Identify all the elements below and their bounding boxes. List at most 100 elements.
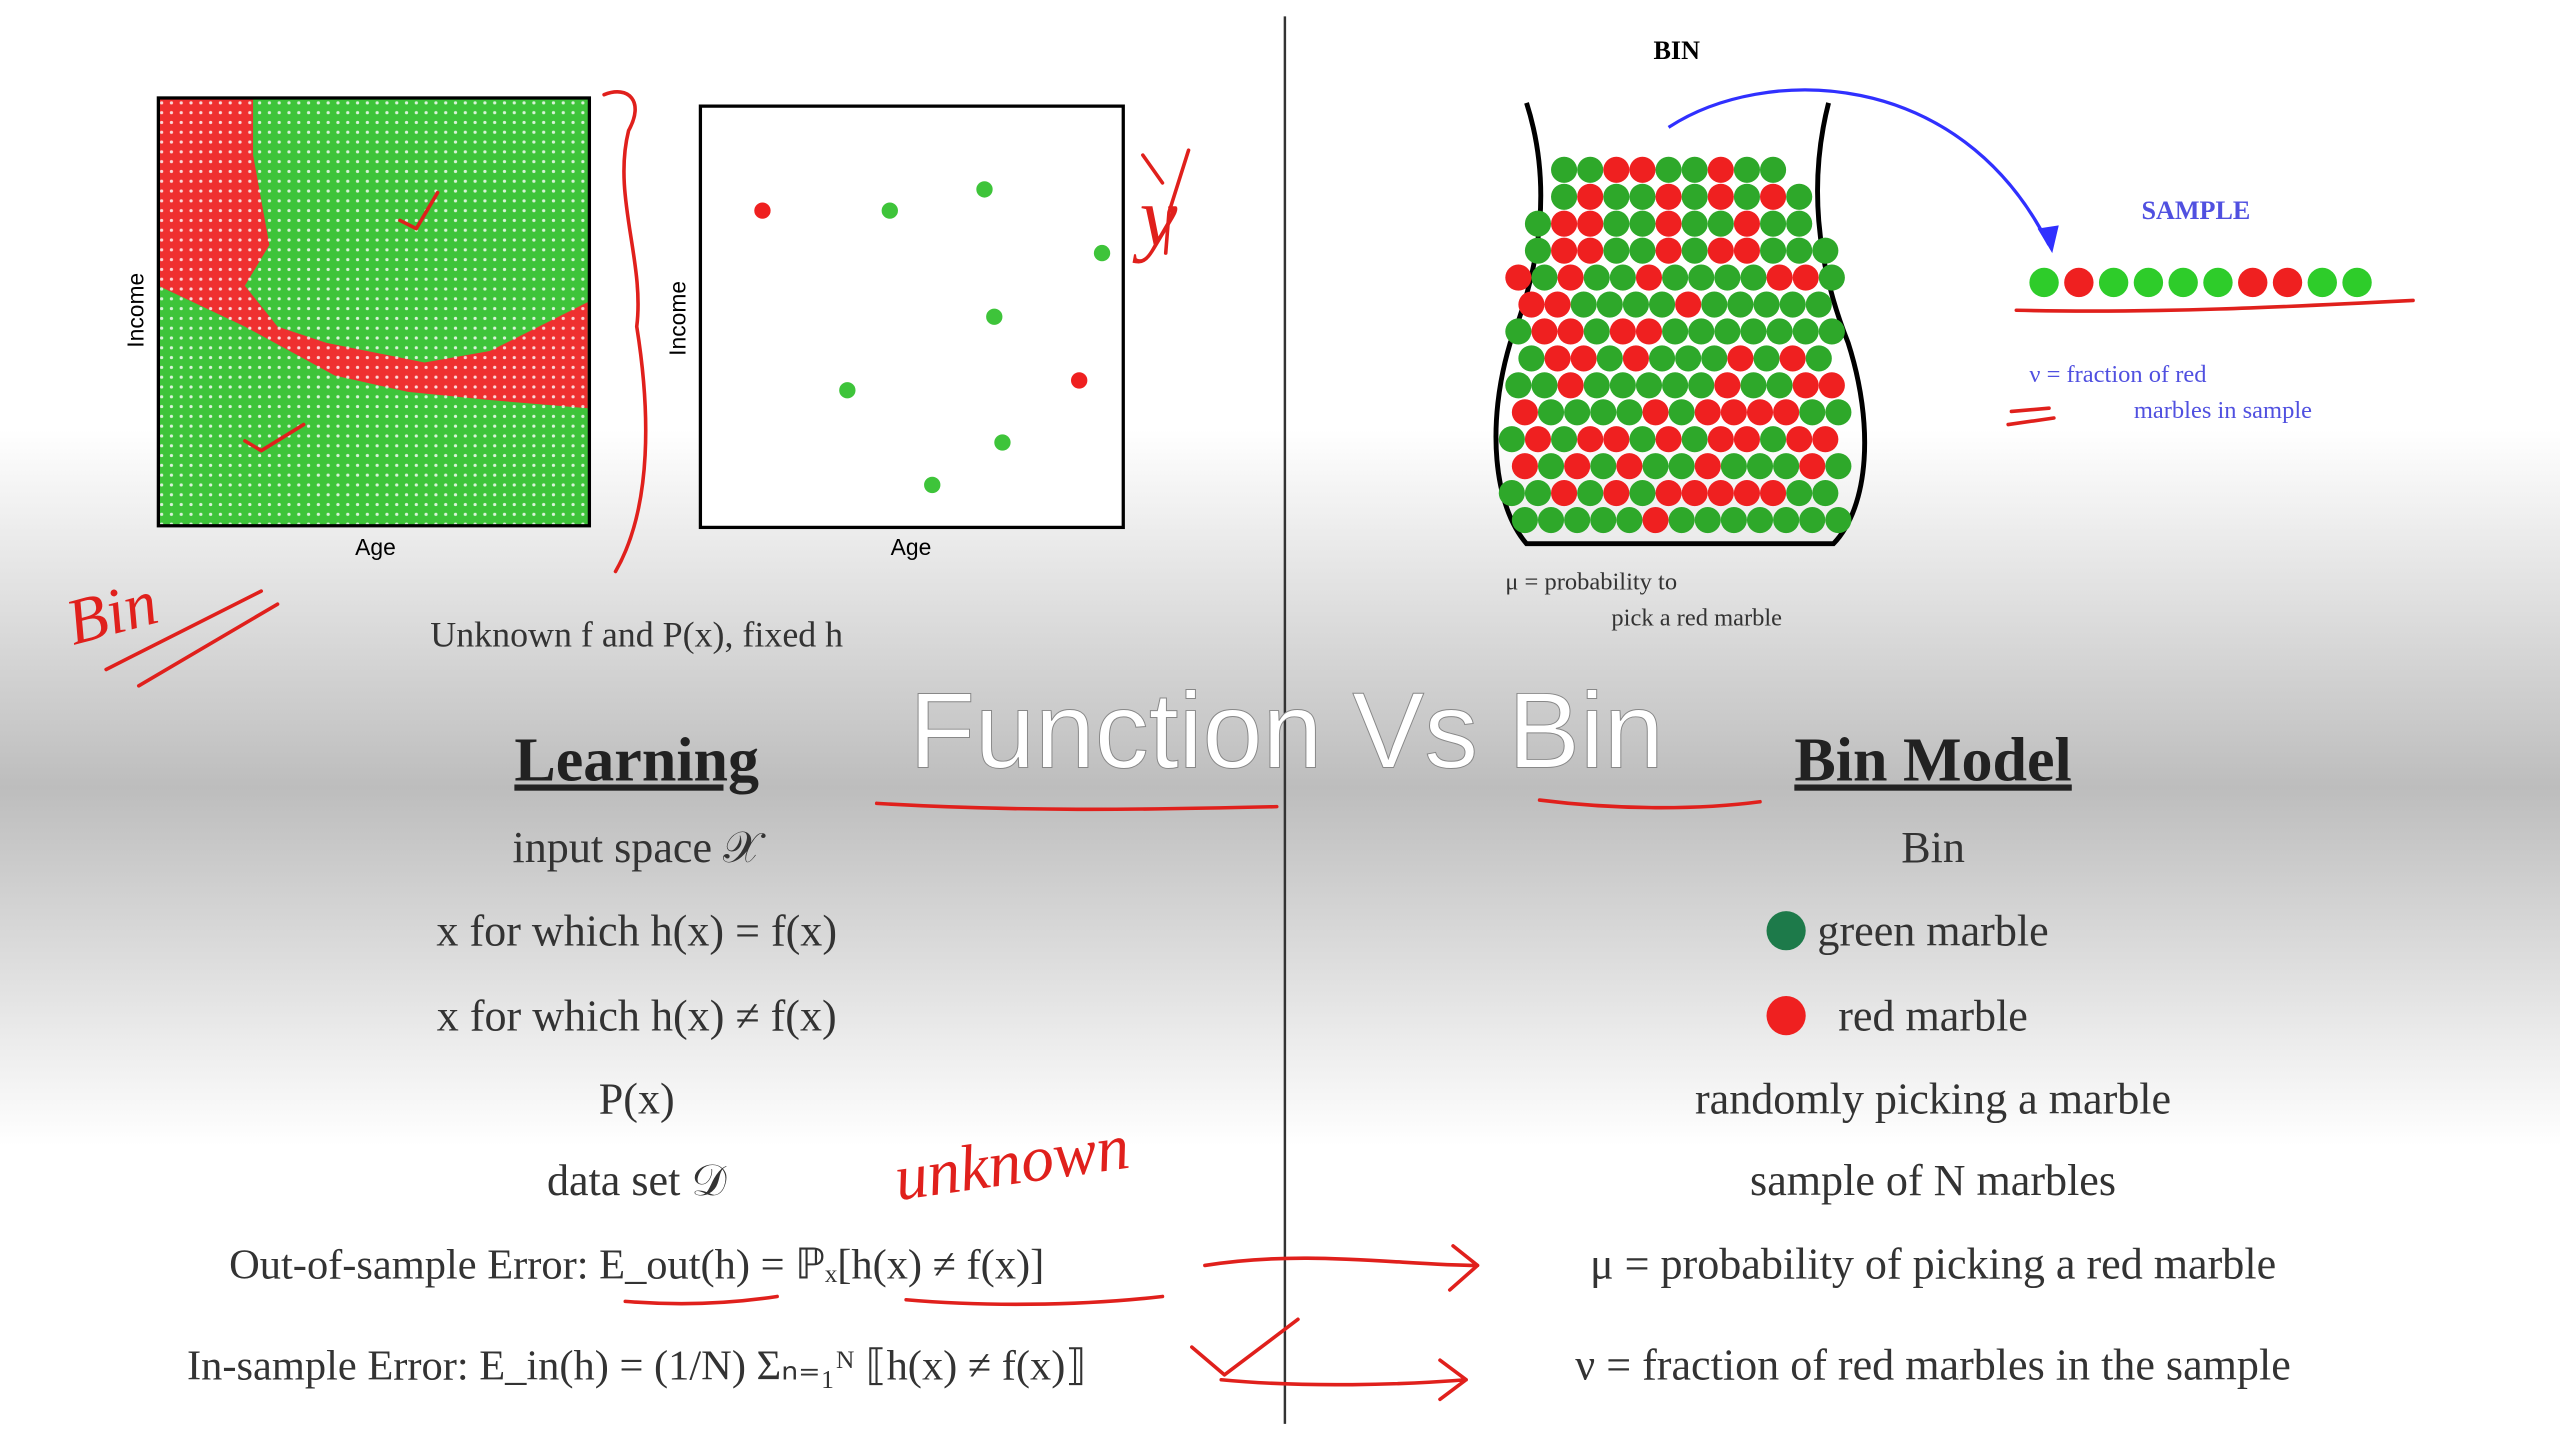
marble [1792, 372, 1819, 399]
marble [1720, 453, 1747, 480]
marble [1642, 506, 1669, 534]
marble [1786, 210, 1813, 237]
marble [1524, 237, 1552, 264]
marble [1609, 372, 1636, 399]
marble [1629, 480, 1656, 507]
marble [1596, 291, 1623, 318]
marble-icon [1766, 911, 1806, 951]
marble [1577, 426, 1604, 453]
marble [1577, 210, 1604, 237]
marble [1681, 426, 1708, 453]
marble [1505, 372, 1532, 399]
marble [1662, 264, 1689, 291]
marble [1655, 237, 1682, 264]
bin-model-row: sample of N marbles [1750, 1156, 2116, 1205]
marble [1681, 156, 1708, 183]
marble [2272, 267, 2303, 298]
marble [1825, 399, 1852, 426]
marble [1590, 506, 1617, 534]
marble [2064, 267, 2094, 298]
marble [1812, 237, 1839, 264]
marble [1616, 453, 1643, 480]
marble [1622, 291, 1649, 318]
marble [1655, 156, 1682, 183]
annotation: y [1132, 170, 1178, 264]
marble [1707, 183, 1734, 210]
marble [1511, 506, 1538, 534]
marble [1707, 210, 1734, 237]
learning-row: data set 𝒟 [547, 1156, 727, 1205]
marble [2098, 267, 2129, 298]
bin-model-row: ν = fraction of red marbles in the sampl… [1575, 1341, 2290, 1390]
marble [1498, 480, 1525, 507]
marble [1511, 399, 1538, 426]
learning-row: In-sample Error: E_in(h) = (1/N) Σₙ₌₁ᴺ ⟦… [187, 1343, 1086, 1390]
y-label: Income [665, 281, 691, 356]
marble [1551, 183, 1578, 210]
marble [1648, 291, 1676, 318]
bin-model-row: green marble [1817, 906, 2048, 955]
marble [1786, 480, 1813, 507]
bin-model-row: randomly picking a marble [1695, 1075, 2171, 1124]
marble [1714, 318, 1741, 345]
marble [2133, 267, 2164, 298]
marble [1675, 291, 1702, 318]
heading: Bin Model [1794, 726, 2071, 794]
marble [1603, 156, 1630, 183]
marble [1818, 318, 1845, 345]
marble [1694, 506, 1721, 534]
nu-definition: ν = fraction of red [2029, 361, 2206, 388]
marble [1818, 372, 1845, 399]
marble [1740, 264, 1767, 291]
x-label: Age [355, 534, 396, 560]
marble [1524, 480, 1552, 507]
heading: Learning [514, 726, 759, 794]
marble [1524, 210, 1552, 237]
sample-label: SAMPLE [2142, 196, 2251, 225]
marble [1707, 426, 1734, 453]
marble [1720, 399, 1747, 426]
marble [1564, 506, 1591, 534]
marble [1551, 210, 1578, 237]
bin-model-row: Bin [1901, 823, 1965, 872]
marble [1648, 345, 1676, 372]
marble [1753, 291, 1780, 318]
marble [1590, 453, 1617, 480]
marble [1583, 264, 1610, 291]
marble [1694, 399, 1721, 426]
marble [1655, 426, 1682, 453]
marble [1779, 345, 1806, 372]
marble [1688, 318, 1715, 345]
marble [1629, 156, 1656, 183]
marble [1511, 453, 1538, 480]
learning-row: input space 𝒳 [513, 823, 767, 872]
marble [1564, 453, 1591, 480]
marble [1760, 237, 1787, 264]
marble [2342, 267, 2372, 298]
marble [1570, 345, 1597, 372]
marble [1688, 372, 1715, 399]
marble [1766, 264, 1793, 291]
marble [1786, 183, 1813, 210]
x-label: Age [891, 534, 932, 560]
arrow [1667, 88, 2051, 246]
marble [1616, 506, 1643, 534]
bin [1493, 102, 1868, 547]
marble [1583, 372, 1610, 399]
marble [1642, 453, 1669, 480]
marble [1668, 453, 1695, 480]
marble [1746, 399, 1774, 426]
marble [1635, 264, 1663, 291]
marble [1551, 480, 1578, 507]
mu-definition: pick a red marble [1611, 604, 1782, 631]
marble [1603, 426, 1630, 453]
marble [1799, 453, 1826, 480]
marble [1564, 399, 1591, 426]
learning-row: x for which h(x) ≠ f(x) [437, 991, 837, 1040]
marble [1662, 372, 1689, 399]
marble [1720, 506, 1747, 534]
marble [1583, 318, 1610, 345]
marble [2203, 267, 2233, 298]
bin-model-row: μ = probability of picking a red marble [1590, 1240, 2276, 1289]
marble [1551, 156, 1578, 183]
